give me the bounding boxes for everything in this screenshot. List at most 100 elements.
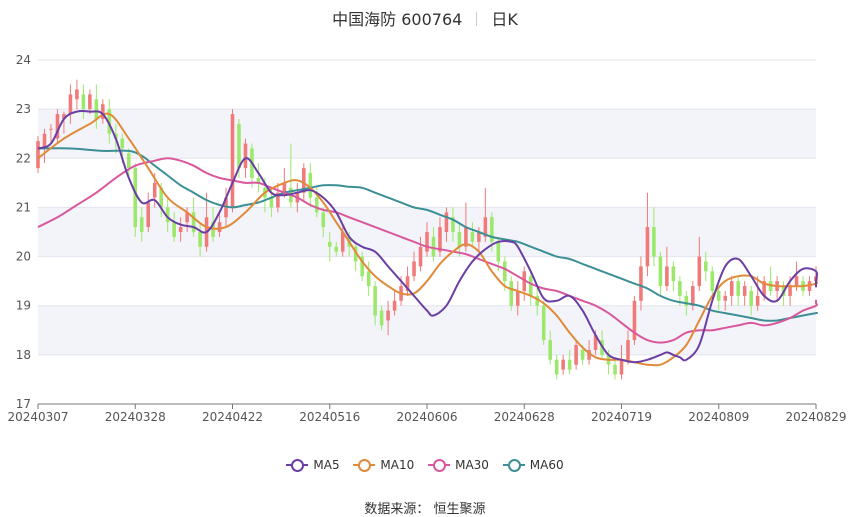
candle-body (340, 232, 345, 252)
candle-body (470, 232, 475, 242)
candle-body (671, 266, 676, 282)
candle-body (418, 246, 423, 267)
candle-body (755, 295, 760, 306)
candle-body (691, 286, 695, 306)
candle-body (587, 349, 591, 360)
period-tab[interactable]: 日K (491, 10, 518, 29)
candle-body (710, 271, 715, 291)
legend-item-ma5[interactable]: MA5 (286, 458, 340, 472)
candle-body (794, 276, 799, 287)
ma-lines (37, 109, 818, 367)
candle-body (503, 261, 507, 282)
candle-body (42, 133, 47, 149)
candle-body (723, 295, 728, 301)
y-tick-label: 18 (16, 348, 31, 362)
candle-body (276, 192, 280, 208)
legend-label-ma5: MA5 (313, 458, 340, 472)
candle-body (243, 143, 248, 169)
candle-body (327, 241, 332, 247)
candle-body (256, 177, 261, 183)
ma60-swatch (502, 458, 525, 472)
candle-body (762, 281, 766, 296)
candle-body (159, 187, 163, 208)
candle-body (379, 310, 384, 326)
line-ma10 (37, 112, 818, 367)
candle-body (101, 104, 105, 119)
x-axis: 20240307 20240328 20240422 20240516 20240606… (7, 403, 847, 424)
x-tick-label: 20240628 (494, 410, 555, 424)
candle-body (444, 212, 449, 232)
candle-body (684, 295, 689, 306)
candle-body (490, 217, 494, 242)
candle-body (580, 349, 585, 360)
y-tick-label: 22 (16, 151, 31, 165)
candle-body (716, 290, 721, 301)
candle-body (658, 256, 663, 287)
candle-body (729, 281, 734, 296)
candle-body (75, 89, 79, 100)
x-tick-label: 20240422 (202, 410, 263, 424)
candle-body (237, 123, 241, 169)
y-tick-label: 17 (16, 397, 31, 411)
candle-body (613, 364, 617, 375)
candle-body (373, 286, 377, 316)
candle-body (548, 340, 552, 360)
legend-label-ma60: MA60 (529, 458, 564, 472)
ma30-swatch (428, 458, 451, 472)
candle-body (749, 290, 753, 306)
candle-body (152, 182, 157, 198)
candle-body (334, 246, 339, 252)
candle-body (438, 227, 442, 252)
candle-body (561, 359, 565, 370)
y-tick-label: 20 (16, 250, 31, 264)
candle-body (68, 94, 73, 115)
candle-body (88, 94, 92, 110)
candle-body (315, 197, 319, 213)
candle-body (386, 310, 390, 321)
candle-body (282, 182, 287, 193)
candle-body (457, 232, 462, 247)
candle-body (412, 261, 416, 277)
candle-body (308, 173, 313, 198)
candle-body (230, 114, 235, 208)
x-tick-label: 20240516 (299, 410, 360, 424)
y-axis: 17 18 19 20 21 22 23 24 (16, 53, 31, 411)
legend: MA5 MA10 MA30 MA60 (0, 458, 850, 475)
candle-body (405, 276, 410, 291)
candle-body (172, 222, 176, 237)
candle-body (353, 246, 358, 262)
candle-body (107, 109, 112, 134)
candle-body (451, 217, 455, 232)
candle-body (632, 300, 637, 341)
candle-body (574, 345, 578, 365)
candle-body (269, 197, 274, 208)
candle-body (483, 217, 488, 237)
candle-body (178, 227, 183, 232)
y-tick-label: 21 (16, 200, 31, 214)
candle-body (515, 290, 520, 306)
legend-item-ma30[interactable]: MA30 (428, 458, 489, 472)
candle-body (742, 286, 747, 296)
line-ma60 (37, 147, 818, 322)
y-tick-label: 23 (16, 102, 31, 116)
stock-name: 中国海防 600764 (332, 10, 463, 29)
candle-body (302, 168, 306, 193)
candle-body (133, 168, 138, 228)
candle-body (464, 227, 468, 247)
candle-body (198, 232, 202, 247)
legend-item-ma10[interactable]: MA10 (353, 458, 414, 472)
candle-body (665, 266, 669, 287)
candle-body (645, 227, 650, 267)
x-tick-label: 20240719 (591, 410, 652, 424)
candle-body (392, 300, 397, 311)
legend-item-ma60[interactable]: MA60 (502, 458, 564, 472)
candle-body (554, 359, 559, 375)
candle-body (62, 114, 66, 119)
x-tick-label: 20240606 (396, 410, 457, 424)
y-tick-label: 19 (16, 299, 31, 313)
line-ma5 (37, 109, 818, 364)
x-tick-label: 20240809 (688, 410, 749, 424)
candle-body (139, 217, 144, 232)
ma5-swatch (286, 458, 309, 472)
